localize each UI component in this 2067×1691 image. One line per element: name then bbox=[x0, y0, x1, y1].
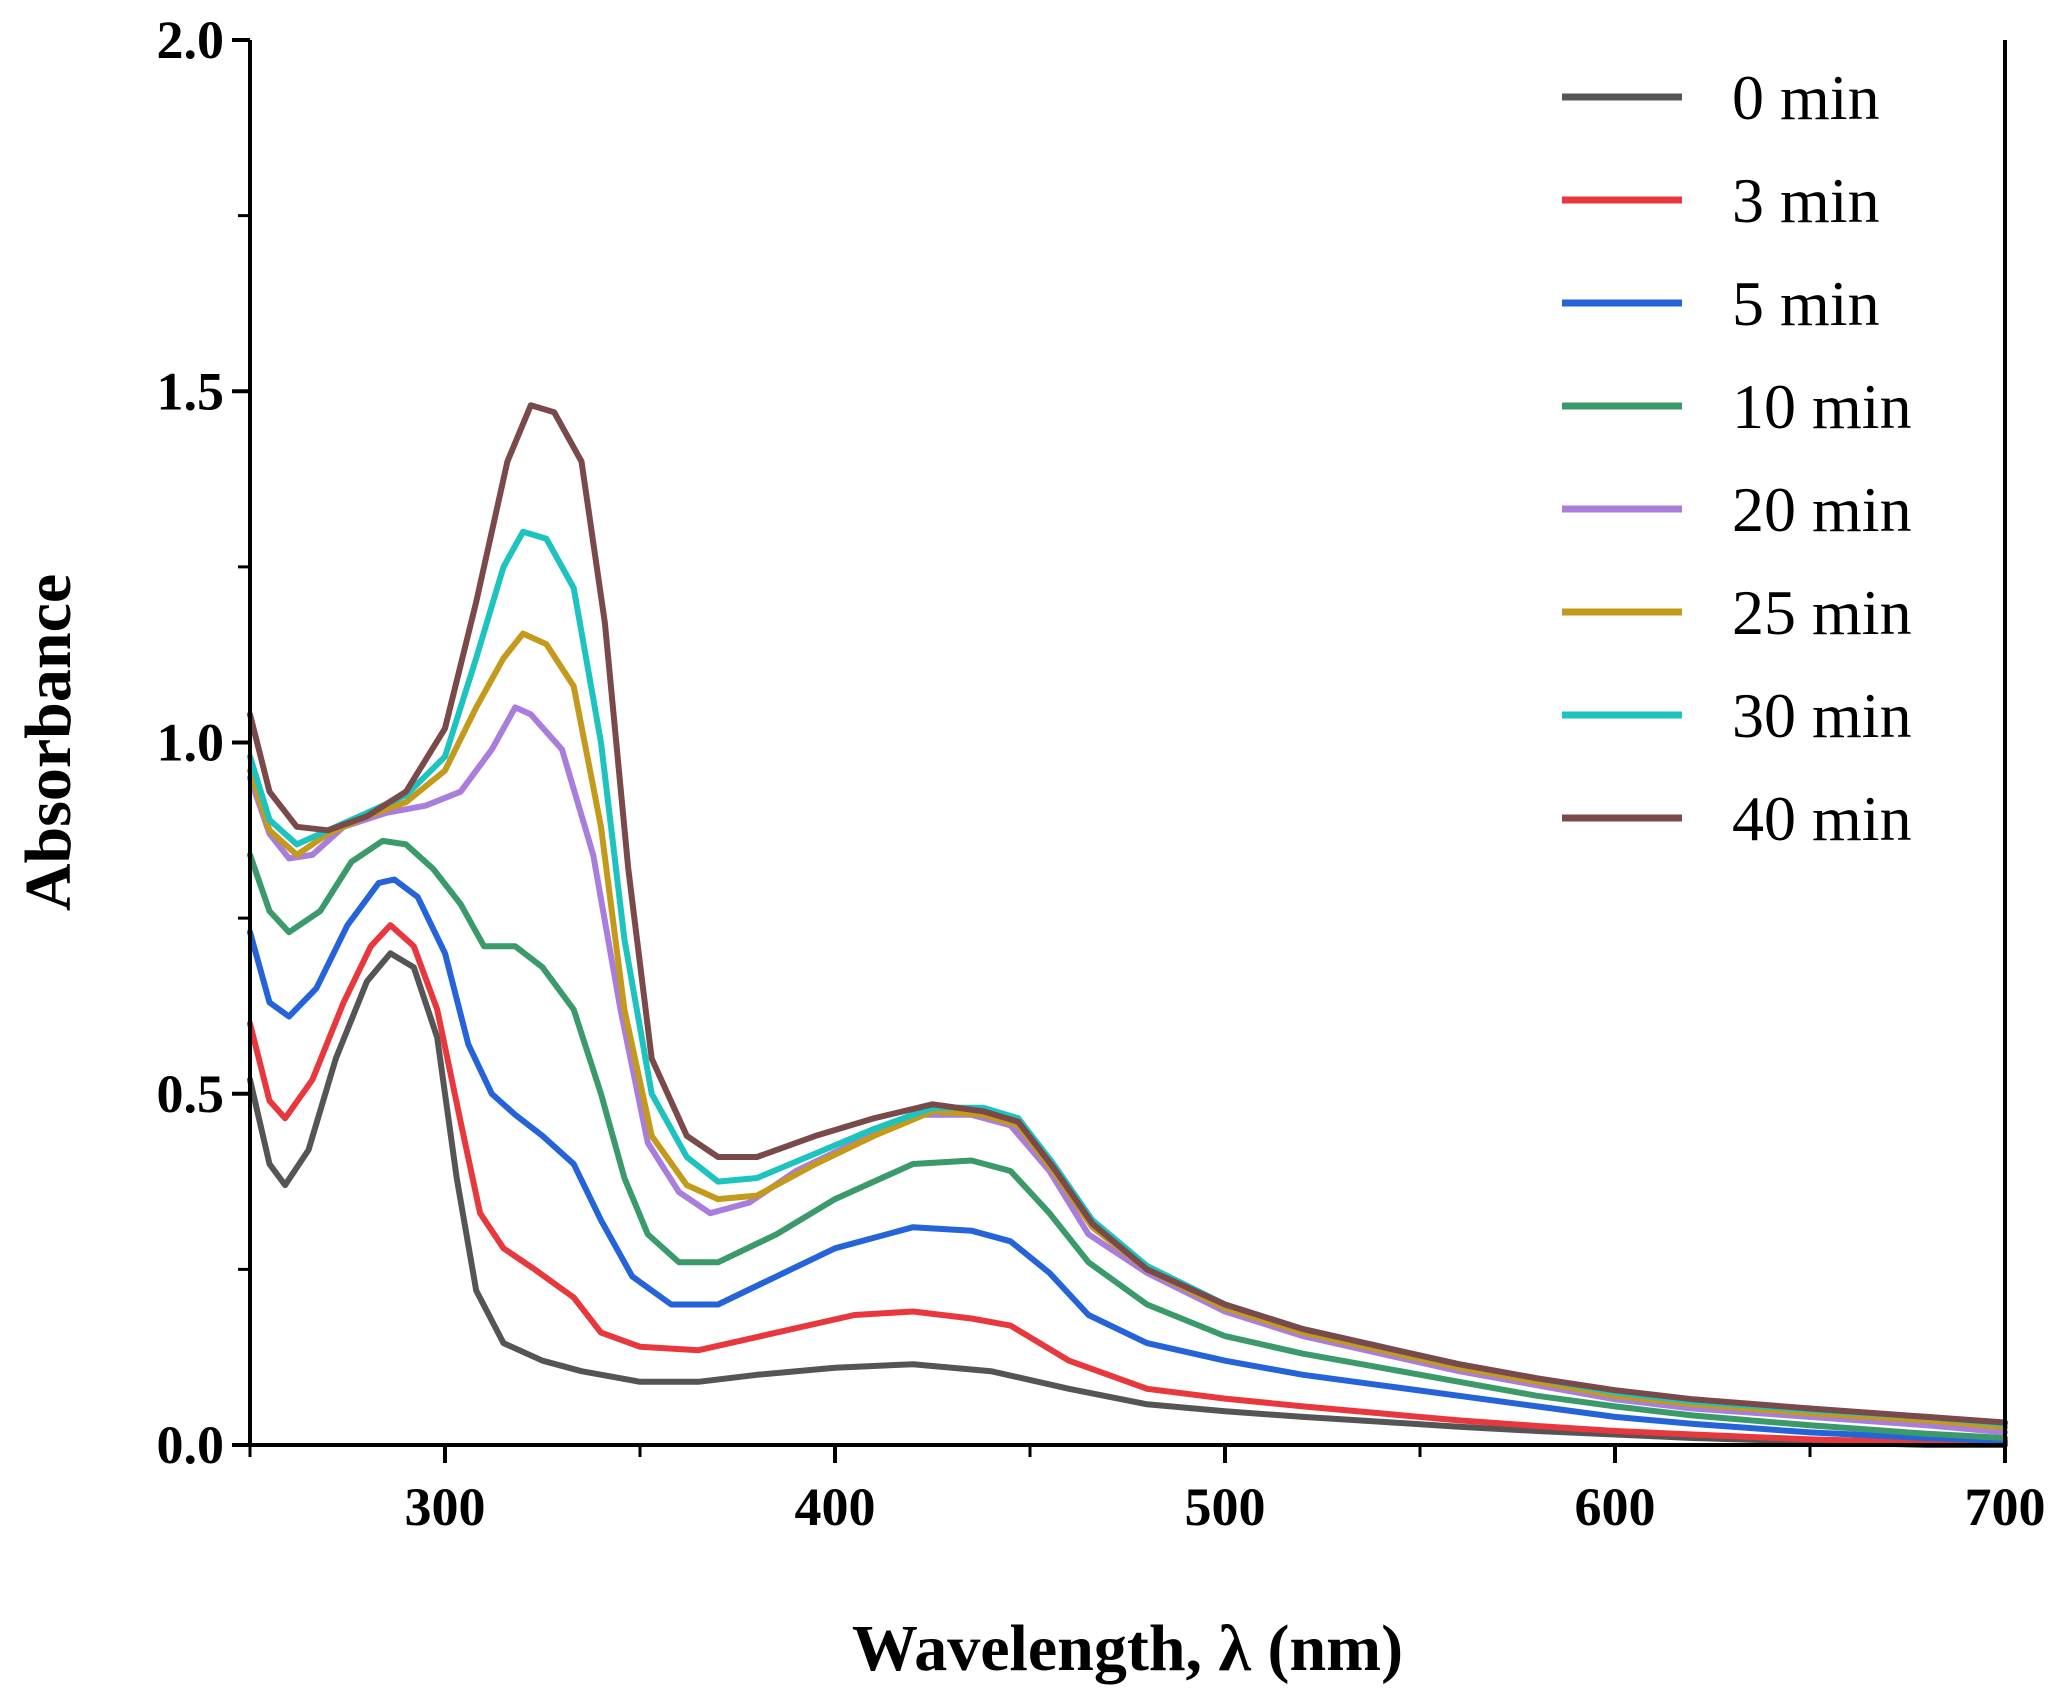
x-tick-label: 300 bbox=[405, 1477, 486, 1537]
legend-label-2: 5 min bbox=[1732, 268, 1880, 339]
legend: 0 min 3 min 5 min 10 min 20 min 25 min 30 min 4… bbox=[1562, 62, 1912, 854]
series-lines bbox=[247, 402, 2008, 1448]
x-tick-label: 400 bbox=[795, 1477, 876, 1537]
legend-label-3: 10 min bbox=[1732, 371, 1912, 442]
series-line-1 bbox=[247, 922, 2008, 1446]
x-tick-label: 500 bbox=[1185, 1477, 1266, 1537]
legend-label-5: 25 min bbox=[1732, 577, 1912, 648]
series-line-3 bbox=[247, 837, 2008, 1441]
legend-label-7: 40 min bbox=[1732, 783, 1912, 854]
x-axis-title: Wavelength, λ (nm) bbox=[852, 1612, 1403, 1685]
legend-label-0: 0 min bbox=[1732, 62, 1880, 133]
y-tick-label: 0.5 bbox=[157, 1064, 225, 1124]
legend-label-4: 20 min bbox=[1732, 474, 1912, 545]
legend-label-6: 30 min bbox=[1732, 680, 1912, 751]
x-tick-label: 600 bbox=[1575, 1477, 1656, 1537]
series-line-5 bbox=[247, 630, 2008, 1431]
series-line-2 bbox=[247, 876, 2008, 1444]
y-tick-label: 1.5 bbox=[157, 361, 225, 421]
series-line-7 bbox=[247, 402, 2008, 1426]
y-tick-label: 1.0 bbox=[157, 713, 225, 773]
legend-label-1: 3 min bbox=[1732, 165, 1880, 236]
x-tick-label: 700 bbox=[1965, 1477, 2046, 1537]
series-line-0 bbox=[247, 950, 2008, 1448]
y-tick-label: 0.0 bbox=[157, 1415, 225, 1475]
axis-ticks: 300 400 500 600 700 0.0 0.5 1.0 1.5 2.0 bbox=[157, 10, 2046, 1537]
y-tick-label: 2.0 bbox=[157, 10, 225, 70]
y-axis-title: Absorbance bbox=[12, 574, 85, 911]
